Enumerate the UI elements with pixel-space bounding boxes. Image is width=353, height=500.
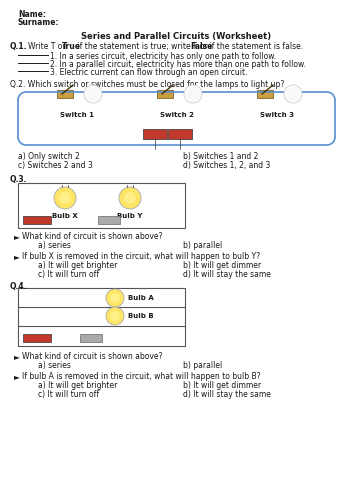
Text: if the statement is true; write F or: if the statement is true; write F or bbox=[75, 42, 210, 51]
Text: ►: ► bbox=[14, 252, 20, 261]
Text: Bulb B: Bulb B bbox=[128, 313, 154, 319]
Text: ►: ► bbox=[14, 372, 20, 381]
Text: Switch 2: Switch 2 bbox=[160, 112, 194, 118]
Circle shape bbox=[106, 307, 124, 325]
Text: Series and Parallel Circuits (Worksheet): Series and Parallel Circuits (Worksheet) bbox=[81, 32, 271, 41]
Circle shape bbox=[59, 192, 71, 204]
Text: 3. Electric current can flow through an open circuit.: 3. Electric current can flow through an … bbox=[50, 68, 247, 77]
Circle shape bbox=[286, 87, 300, 101]
Text: Bulb X: Bulb X bbox=[52, 213, 78, 219]
Bar bbox=[80, 334, 102, 342]
Text: Bulb A: Bulb A bbox=[128, 295, 154, 301]
Circle shape bbox=[54, 187, 76, 209]
Text: Name:: Name: bbox=[18, 10, 46, 19]
Circle shape bbox=[119, 187, 141, 209]
Circle shape bbox=[86, 87, 100, 101]
Bar bbox=[18, 288, 185, 346]
Text: 2. In a parallel circuit, electricity has more than one path to follow.: 2. In a parallel circuit, electricity ha… bbox=[50, 60, 306, 69]
Text: d) It will stay the same: d) It will stay the same bbox=[183, 390, 271, 399]
Bar bbox=[18, 183, 185, 228]
Text: ►: ► bbox=[14, 352, 20, 361]
Text: Q.1.: Q.1. bbox=[10, 42, 28, 51]
Circle shape bbox=[284, 85, 302, 103]
Text: d) It will stay the same: d) It will stay the same bbox=[183, 270, 271, 279]
Text: b) It will get dimmer: b) It will get dimmer bbox=[183, 381, 261, 390]
Text: If bulb X is removed in the circuit, what will happen to bulb Y?: If bulb X is removed in the circuit, wha… bbox=[22, 252, 260, 261]
Circle shape bbox=[106, 289, 124, 307]
Circle shape bbox=[186, 87, 200, 101]
Text: Switch 1: Switch 1 bbox=[60, 112, 94, 118]
Text: a) Only switch 2: a) Only switch 2 bbox=[18, 152, 80, 161]
Text: c) It will turn off: c) It will turn off bbox=[38, 270, 99, 279]
Text: c) Switches 2 and 3: c) Switches 2 and 3 bbox=[18, 161, 93, 170]
Text: a) series: a) series bbox=[38, 361, 71, 370]
FancyBboxPatch shape bbox=[57, 90, 73, 98]
Bar bbox=[23, 334, 51, 342]
Text: b) parallel: b) parallel bbox=[183, 361, 222, 370]
Text: What kind of circuit is shown above?: What kind of circuit is shown above? bbox=[22, 232, 162, 241]
Text: Q.3.: Q.3. bbox=[10, 175, 28, 184]
Text: b) Switches 1 and 2: b) Switches 1 and 2 bbox=[183, 152, 258, 161]
Text: Q.4.: Q.4. bbox=[10, 282, 28, 291]
Text: If bulb A is removed in the circuit, what will happen to bulb B?: If bulb A is removed in the circuit, wha… bbox=[22, 372, 261, 381]
Text: Switch 3: Switch 3 bbox=[260, 112, 294, 118]
Circle shape bbox=[110, 293, 120, 303]
Text: Write T or: Write T or bbox=[28, 42, 68, 51]
Circle shape bbox=[184, 85, 202, 103]
Text: a) series: a) series bbox=[38, 241, 71, 250]
Text: What kind of circuit is shown above?: What kind of circuit is shown above? bbox=[22, 352, 162, 361]
Text: True: True bbox=[61, 42, 80, 51]
Text: a) It will get brighter: a) It will get brighter bbox=[38, 261, 118, 270]
Bar bbox=[23, 216, 51, 224]
Text: Q.2. Which switch or switches must be closed for the lamps to light up?: Q.2. Which switch or switches must be cl… bbox=[10, 80, 285, 89]
Text: Surname:: Surname: bbox=[18, 18, 60, 27]
Text: b) It will get dimmer: b) It will get dimmer bbox=[183, 261, 261, 270]
Text: if the statement is false.: if the statement is false. bbox=[207, 42, 303, 51]
Text: a) It will get brighter: a) It will get brighter bbox=[38, 381, 118, 390]
Bar bbox=[168, 129, 192, 139]
Circle shape bbox=[110, 311, 120, 321]
Text: c) It will turn off: c) It will turn off bbox=[38, 390, 99, 399]
Text: False: False bbox=[191, 42, 213, 51]
Bar bbox=[143, 129, 167, 139]
Bar bbox=[98, 216, 120, 224]
Text: 1. In a series circuit, electricity has only one path to follow.: 1. In a series circuit, electricity has … bbox=[50, 52, 276, 61]
Text: b) parallel: b) parallel bbox=[183, 241, 222, 250]
Text: d) Switches 1, 2, and 3: d) Switches 1, 2, and 3 bbox=[183, 161, 270, 170]
FancyBboxPatch shape bbox=[157, 90, 173, 98]
FancyBboxPatch shape bbox=[257, 90, 273, 98]
Circle shape bbox=[124, 192, 136, 204]
Circle shape bbox=[84, 85, 102, 103]
Text: ►: ► bbox=[14, 232, 20, 241]
Text: Bulb Y: Bulb Y bbox=[117, 213, 143, 219]
